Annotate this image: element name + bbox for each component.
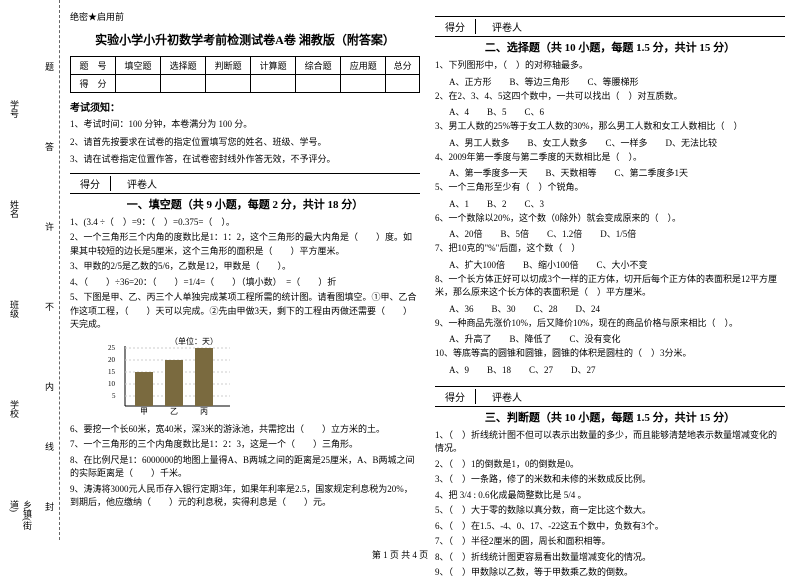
score-label: 得分 [435,19,476,34]
notice-item: 2、请首先按要求在试卷的指定位置填写您的姓名、班级、学号。 [70,136,420,150]
options: A、1 B、2 C、3 [449,197,785,210]
question: 3、甲数的2/5是乙数的5/6，乙数是12，甲数是（ ）。 [70,260,420,274]
options: A、36 B、30 C、28 D、24 [449,302,785,315]
question: 5、下图是甲、乙、丙三个人单独完成某项工程所需的统计图。请看图填空。①甲、乙合作… [70,291,420,332]
grader-label: 评卷人 [482,19,532,34]
question: 2、一个三角形三个内角的度数比是1：1：2，这个三角形的最大内角是（ ）度。如果… [70,231,420,258]
question: 2、在2、3、4、5这四个数中，一共可以找出（ ）对互质数。 [435,90,785,104]
score-label: 得分 [70,176,111,191]
binding-id: 学号 [8,100,21,118]
seal-char: 题 [45,60,54,73]
bar-bing [195,348,213,406]
bar-yi [165,360,183,406]
bar-label: 甲 [140,407,148,416]
header-cell: 总分 [386,57,420,75]
chart-ytitle: （单位：天） [170,336,218,346]
notice-item: 3、请在试卷指定位置作答，在试卷密封线外作答无效，不予评分。 [70,153,420,167]
options: A、20倍 B、5倍 C、1.2倍 D、1/5倍 [449,227,785,240]
right-column: 得分 评卷人 二、选择题（共 10 小题，每题 1.5 分，共计 15 分） 1… [435,10,785,582]
score-cell [116,75,161,93]
bar-label: 乙 [170,407,178,416]
question: 7、把10克的"%"后面，这个数（ ） [435,242,785,256]
question: 7、一个三角形的三个内角度数比是1：2：3，这是一个（ ）三角形。 [70,438,420,452]
question: 6、（ ）在1.5、-4、0、17、-22这五个数中，负数有3个。 [435,520,785,534]
question: 7、（ ）半径2厘米的圆，周长和面积相等。 [435,535,785,549]
score-label: 得分 [435,389,476,404]
seal-char: 内 [45,380,54,393]
question: 1、下列图形中，（ ）的对称轴最多。 [435,59,785,73]
options: A、第一季度多一天 B、天数相等 C、第二季度多1天 [449,166,785,179]
header-cell: 填空题 [116,57,161,75]
header-cell: 应用题 [341,57,386,75]
grader-label: 评卷人 [482,389,532,404]
score-table: 题 号 填空题 选择题 判断题 计算题 综合题 应用题 总分 得 分 [70,56,420,93]
table-row: 得 分 [71,75,420,93]
score-label: 得 分 [71,75,116,93]
question: 1、(3.4 ÷（ ）=9：（ ）=0.375=（ ）。 [70,216,420,230]
notice-title: 考试须知： [70,99,420,114]
options: A、扩大100倍 B、缩小100倍 C、大小不变 [449,258,785,271]
question: 10、等底等高的圆锥和圆锥，圆锥的体积是圆柱的（ ）3分米。 [435,347,785,361]
question: 8、一个长方体正好可以切成3个一样的正方体，切开后每个正方体的表面积是12平方厘… [435,273,785,300]
options: A、升高了 B、降低了 C、没有变化 [449,332,785,345]
section-score-row: 得分 评卷人 [70,173,420,194]
seal-char: 封 [45,500,54,513]
section-3-title: 三、判断题（共 10 小题，每题 1.5 分，共计 15 分） [435,409,785,425]
svg-text:5: 5 [112,392,116,400]
header-cell: 综合题 [296,57,341,75]
section-score-row: 得分 评卷人 [435,16,785,37]
question: 8、在比例尺是1：6000000的地图上量得A、B两城之间的距离是25厘米，A、… [70,454,420,481]
question: 2、（ ）1的倒数是1，0的倒数是0。 [435,458,785,472]
chart-svg: （单位：天） 25 20 15 10 5 甲 乙 丙 [100,336,240,416]
question: 9、涛涛将3000元人民币存入银行定期3年，如果年利率是2.5，国家规定利息税为… [70,483,420,510]
left-column: 绝密★启用前 实验小学小升初数学考前检测试卷A卷 湘教版（附答案） 题 号 填空… [70,10,420,582]
options: A、9 B、18 C、27 D、27 [449,363,785,376]
question: 4、把 3/4 : 0.6化成最简整数比是 5/4 。 [435,489,785,503]
question: 9、（ ）甲数除以乙数，等于甲数乘乙数的倒数。 [435,566,785,580]
bar-chart: （单位：天） 25 20 15 10 5 甲 乙 丙 [100,336,420,419]
svg-text:10: 10 [108,380,116,388]
binding-school: 学校 [8,400,21,418]
binding-class: 班级 [8,300,21,318]
binding-township: 乡镇(街道) [8,500,34,540]
header-cell: 计算题 [251,57,296,75]
binding-margin: 乡镇(街道) 学校 班级 姓名 学号 题 答 许 不 内 线 封 [0,0,60,540]
header-cell: 选择题 [161,57,206,75]
bar-label: 丙 [200,407,208,416]
question: 5、（ ）大于零的数除以真分数，商一定比这个数大。 [435,504,785,518]
question: 3、（ ）一条路，修了的米数和未修的米数成反比例。 [435,473,785,487]
seal-char: 线 [45,440,54,453]
svg-text:20: 20 [108,356,116,364]
exam-title: 实验小学小升初数学考前检测试卷A卷 湘教版（附答案） [70,31,420,48]
question: 3、男工人数的25%等于女工人数的30%，那么男工人数和女工人数相比（ ） [435,120,785,134]
options: A、男工人数多 B、女工人数多 C、一样多 D、无法比较 [449,136,785,149]
secret-label: 绝密★启用前 [70,10,420,23]
binding-name: 姓名 [8,200,21,218]
header-cell: 判断题 [206,57,251,75]
question: 6、要挖一个长60米，宽40米，深3米的游泳池，共需挖出（ ）立方米的土。 [70,423,420,437]
seal-char: 答 [45,140,54,153]
svg-text:25: 25 [108,344,116,352]
seal-char: 许 [45,220,54,233]
options: A、正方形 B、等边三角形 C、等腰梯形 [449,75,785,88]
question: 4、2009年第一季度与第二季度的天数相比是（ ）。 [435,151,785,165]
table-row: 题 号 填空题 选择题 判断题 计算题 综合题 应用题 总分 [71,57,420,75]
bar-jia [135,372,153,406]
section-1-title: 一、填空题（共 9 小题，每题 2 分，共计 18 分） [70,196,420,212]
question: 5、一个三角形至少有（ ）个锐角。 [435,181,785,195]
question: 9、一种商品先涨价10%，后又降价10%，现在的商品价格与原来相比（ ）。 [435,317,785,331]
header-cell: 题 号 [71,57,116,75]
notice-item: 1、考试时间：100 分钟，本卷满分为 100 分。 [70,118,420,132]
section-score-row: 得分 评卷人 [435,386,785,407]
section-2-title: 二、选择题（共 10 小题，每题 1.5 分，共计 15 分） [435,39,785,55]
question: 1、（ ）折线统计图不但可以表示出数量的多少，而且能够清楚地表示数量增减变化的情… [435,429,785,456]
question: 6、一个数除以20%，这个数（0除外）就会变成原来的（ ）。 [435,212,785,226]
options: A、4 B、5 C、6 [449,105,785,118]
seal-char: 不 [45,300,54,313]
svg-text:15: 15 [108,368,116,376]
grader-label: 评卷人 [117,176,167,191]
question: 4、（ ）÷36=20：（ ）=1/4=（ ）（填小数） =（ ）折 [70,276,420,290]
page-footer: 第 1 页 共 4 页 [0,548,800,561]
